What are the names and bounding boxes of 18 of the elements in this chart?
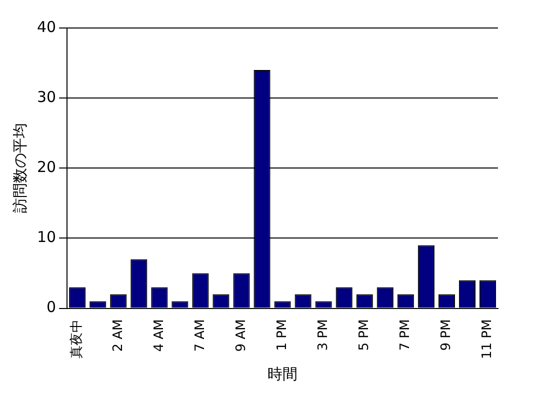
x-tick-label: 7 PM: [398, 319, 414, 351]
x-tick-label: 3 PM: [316, 319, 331, 351]
y-tick-label: 0: [46, 298, 56, 316]
x-tick-label: 7 AM: [192, 319, 208, 352]
x-tick-label: 5 PM: [356, 319, 372, 351]
x-tick-label: 9 AM: [234, 319, 249, 352]
x-tick-label: 4 AM: [152, 319, 167, 352]
x-tick-label: 1 PM: [274, 319, 290, 351]
x-tick-label: 2 AM: [110, 319, 126, 352]
y-axis-title: 訪問数の平均: [10, 123, 29, 214]
x-tick-label: 真夜中: [68, 319, 85, 358]
y-tick-label: 30: [36, 88, 56, 106]
y-tick-label: 10: [36, 228, 56, 246]
y-tick-label: 40: [36, 18, 56, 36]
x-tick-label: 9 PM: [439, 319, 454, 351]
x-axis-title: 時間: [268, 364, 298, 383]
x-tick-label: 11 PM: [480, 319, 496, 360]
y-tick-label: 20: [36, 158, 56, 176]
